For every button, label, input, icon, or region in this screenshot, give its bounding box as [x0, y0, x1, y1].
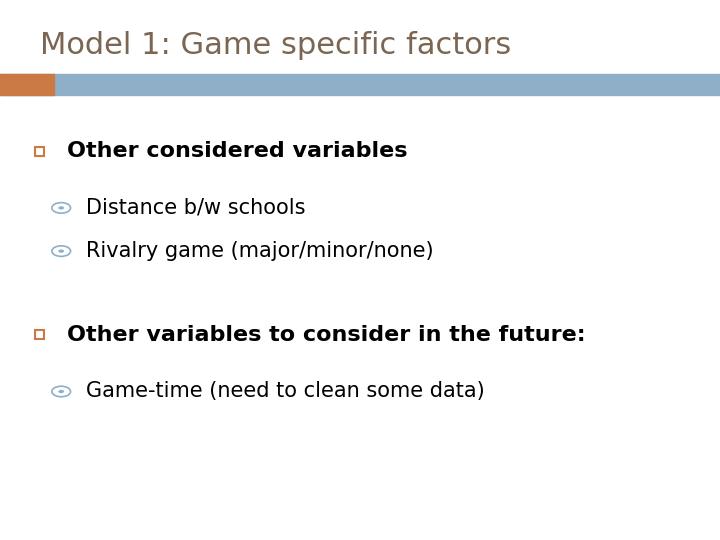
Text: Distance b/w schools: Distance b/w schools: [86, 198, 306, 218]
Bar: [0, 74, 720, 94]
Text: Other variables to consider in the future:: Other variables to consider in the futur…: [67, 325, 585, 345]
Bar: [0, 74, 54, 94]
Bar: [35, 146, 45, 156]
Text: Rivalry game (major/minor/none): Rivalry game (major/minor/none): [86, 241, 434, 261]
Ellipse shape: [58, 390, 64, 393]
Text: Game-time (need to clean some data): Game-time (need to clean some data): [86, 381, 485, 402]
Text: Model 1: Game specific factors: Model 1: Game specific factors: [40, 31, 511, 60]
Ellipse shape: [58, 249, 64, 253]
Text: Other considered variables: Other considered variables: [67, 141, 408, 161]
Ellipse shape: [58, 206, 64, 210]
Bar: [35, 330, 45, 340]
